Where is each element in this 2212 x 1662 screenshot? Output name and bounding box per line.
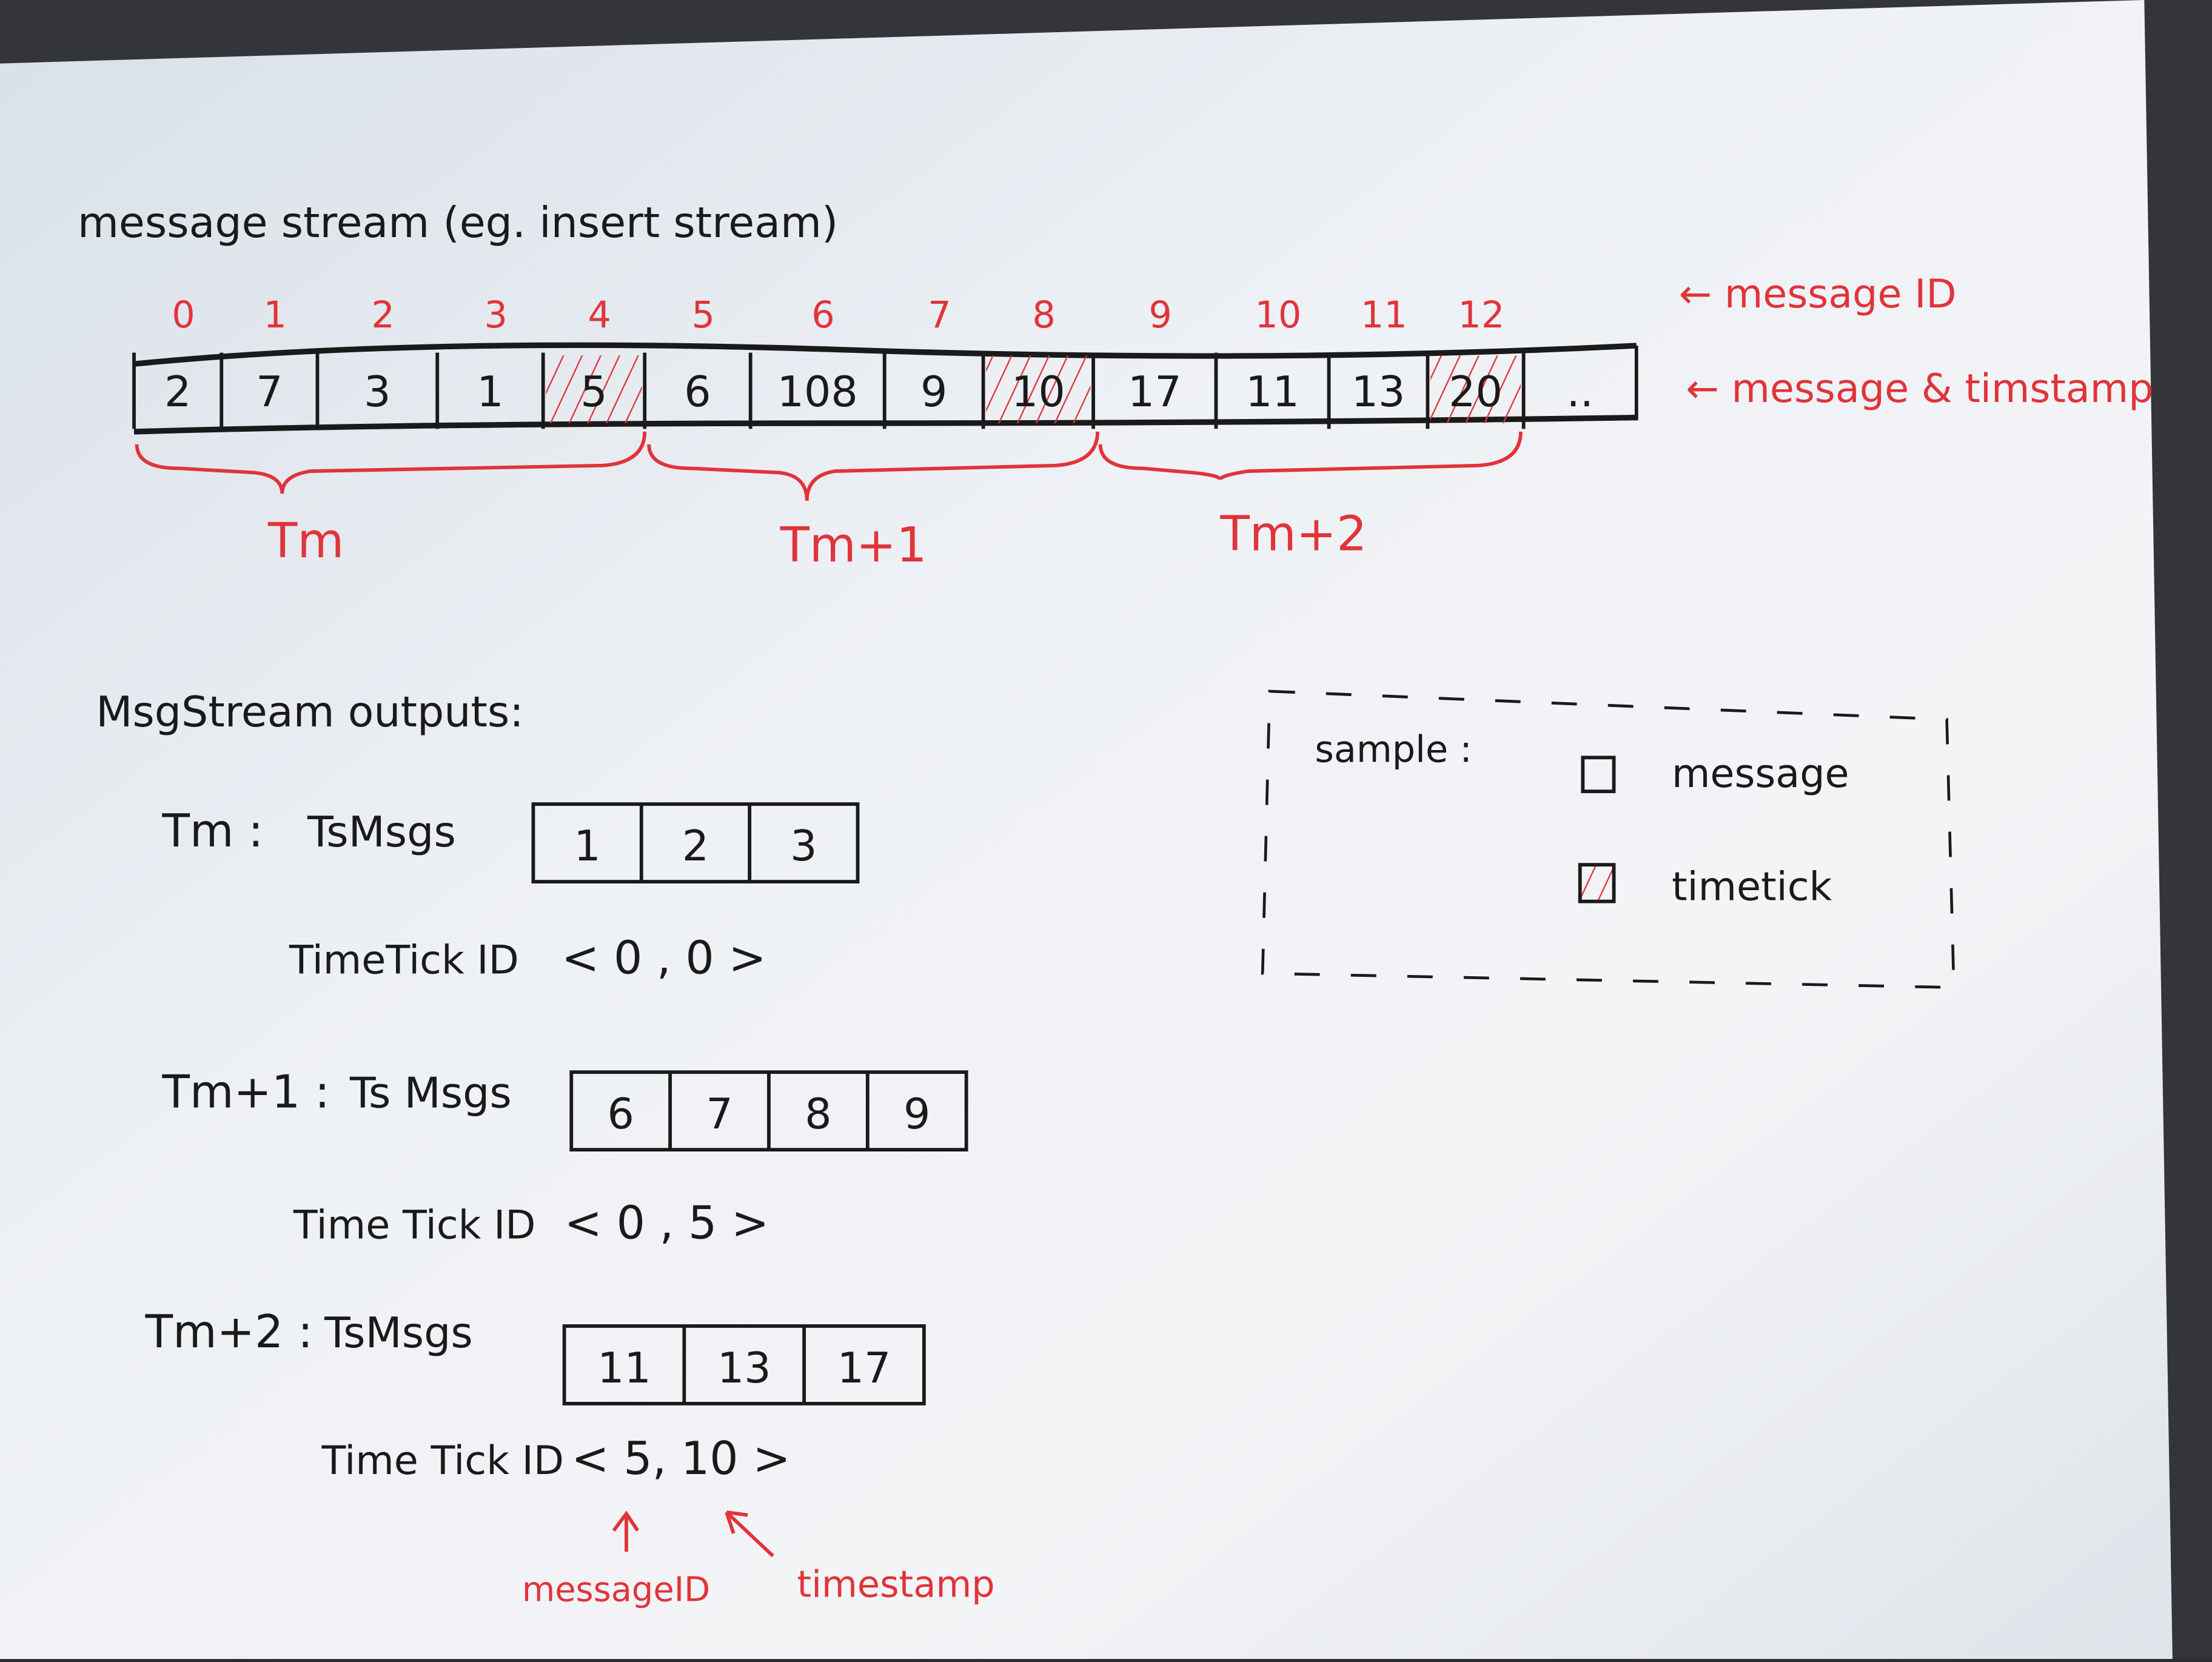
ts-msg-value: 1 [574, 822, 600, 871]
output-row: Tm : TsMsgs 1 2 3 TimeTick ID < 0 , 0 > [162, 802, 860, 984]
stream-cell-value: 1 [477, 367, 503, 417]
timetick-id-value: < 0 , 5 > [565, 1197, 769, 1250]
group-label-tm: Tm [267, 513, 344, 569]
group-brace [135, 431, 647, 494]
group-brace [1098, 431, 1523, 481]
group-brace [647, 431, 1099, 501]
message-square-icon [1581, 756, 1616, 794]
legend-timetick-label: timetick [1672, 864, 1832, 910]
message-id: 9 [1148, 294, 1171, 337]
stream-cell-value: 17 [1128, 367, 1182, 417]
stream-cell-value: 9 [920, 367, 947, 417]
message-id: 1 [263, 294, 286, 337]
output-row: Tm+2 : TsMsgs 11 13 17 Time Tick ID < 5, 10 > [145, 1305, 926, 1485]
stream-cell-value: .. [1567, 367, 1594, 417]
message-id: 8 [1032, 294, 1055, 337]
timetick-id-label: Time Tick ID [293, 1203, 536, 1248]
message-timestamp-label: ← message & timstamp [1686, 366, 2153, 412]
message-id-row: 0 1 2 3 4 5 6 7 8 9 10 11 12 [172, 294, 1504, 337]
message-id: 3 [484, 294, 508, 337]
ts-msg-value: 8 [805, 1090, 831, 1139]
stream-cell-value: 11 [1245, 367, 1299, 417]
stream-cell-value: 108 [777, 367, 858, 417]
ts-msgs-box [562, 1324, 926, 1406]
output-row: Tm+1 : Ts Msgs 6 7 8 9 Time Tick ID < 0 , 5 > [162, 1065, 968, 1250]
stream-cell-value: 2 [164, 367, 191, 417]
legend-message-label: message [1672, 751, 1849, 797]
output-time-label: Tm+2 : [145, 1305, 313, 1358]
ts-msg-value: 13 [717, 1344, 771, 1393]
ts-msgs-label: Ts Msgs [349, 1068, 512, 1117]
timetick-hatch [1430, 355, 1521, 423]
ts-msgs-label: TsMsgs [324, 1308, 473, 1358]
stream-top-edge [133, 342, 1637, 367]
message-id: 7 [928, 294, 951, 337]
ts-msgs-box [531, 802, 860, 883]
ts-msg-value: 9 [903, 1090, 930, 1139]
legend-title: sample : [1315, 728, 1472, 771]
annotation-message-id: messageID [522, 1570, 710, 1610]
arrow-to-message-id [612, 1510, 640, 1552]
output-time-label: Tm : [162, 805, 264, 857]
timetick-id-value: < 0 , 0 > [561, 931, 766, 984]
legend-dashed-border [1261, 689, 1956, 989]
message-id-label: ← message ID [1679, 272, 1957, 317]
message-stream: 2 7 3 1 5 6 108 9 10 17 11 13 20.. [132, 342, 1638, 435]
stream-cell-value: 5 [580, 367, 607, 417]
message-id: 0 [172, 294, 195, 337]
ts-msg-value: 2 [682, 822, 709, 871]
timetick-id-label: Time Tick ID [321, 1438, 564, 1484]
message-id: 2 [371, 294, 394, 337]
legend-box: sample : message timetick [1261, 689, 1956, 989]
message-id: 5 [692, 294, 715, 337]
stream-cell-value: 10 [1011, 367, 1065, 417]
stream-cell-value: 7 [256, 367, 283, 417]
annotation-timestamp: timestamp [797, 1564, 994, 1606]
ts-msg-value: 7 [706, 1090, 732, 1139]
ts-msg-value: 17 [837, 1344, 891, 1393]
message-id: 10 [1255, 294, 1301, 337]
stream-cell-value: 20 [1449, 367, 1503, 417]
timetick-id-value: < 5, 10 > [571, 1432, 790, 1485]
group-label-tm2: Tm+2 [1219, 506, 1367, 561]
ts-msg-value: 11 [597, 1344, 651, 1393]
ts-msg-value: 6 [607, 1090, 634, 1139]
group-label-tm1: Tm+1 [780, 517, 927, 573]
title: message stream (eg. insert stream) [78, 198, 838, 247]
message-id: 12 [1458, 294, 1504, 337]
stream-cell-value: 13 [1352, 367, 1406, 417]
ts-msg-value: 3 [790, 822, 817, 871]
outputs-heading: MsgStream outputs: [96, 688, 524, 737]
timetick-hatch [546, 355, 642, 423]
arrow-to-timestamp [725, 1510, 774, 1558]
output-time-label: Tm+1 : [162, 1065, 330, 1118]
ts-msgs-label: TsMsgs [307, 808, 456, 857]
timetick-hatch [986, 355, 1091, 423]
message-id: 4 [588, 294, 611, 337]
message-id: 11 [1361, 294, 1407, 337]
timetick-id-label: TimeTick ID [289, 937, 519, 983]
timetick-hatched-square-icon [1578, 863, 1616, 903]
message-id: 6 [811, 294, 834, 337]
group-braces [135, 431, 1523, 501]
stream-cell-value: 3 [364, 367, 390, 417]
stream-bottom-edge [133, 415, 1637, 435]
stream-cell-value: 6 [684, 367, 711, 417]
